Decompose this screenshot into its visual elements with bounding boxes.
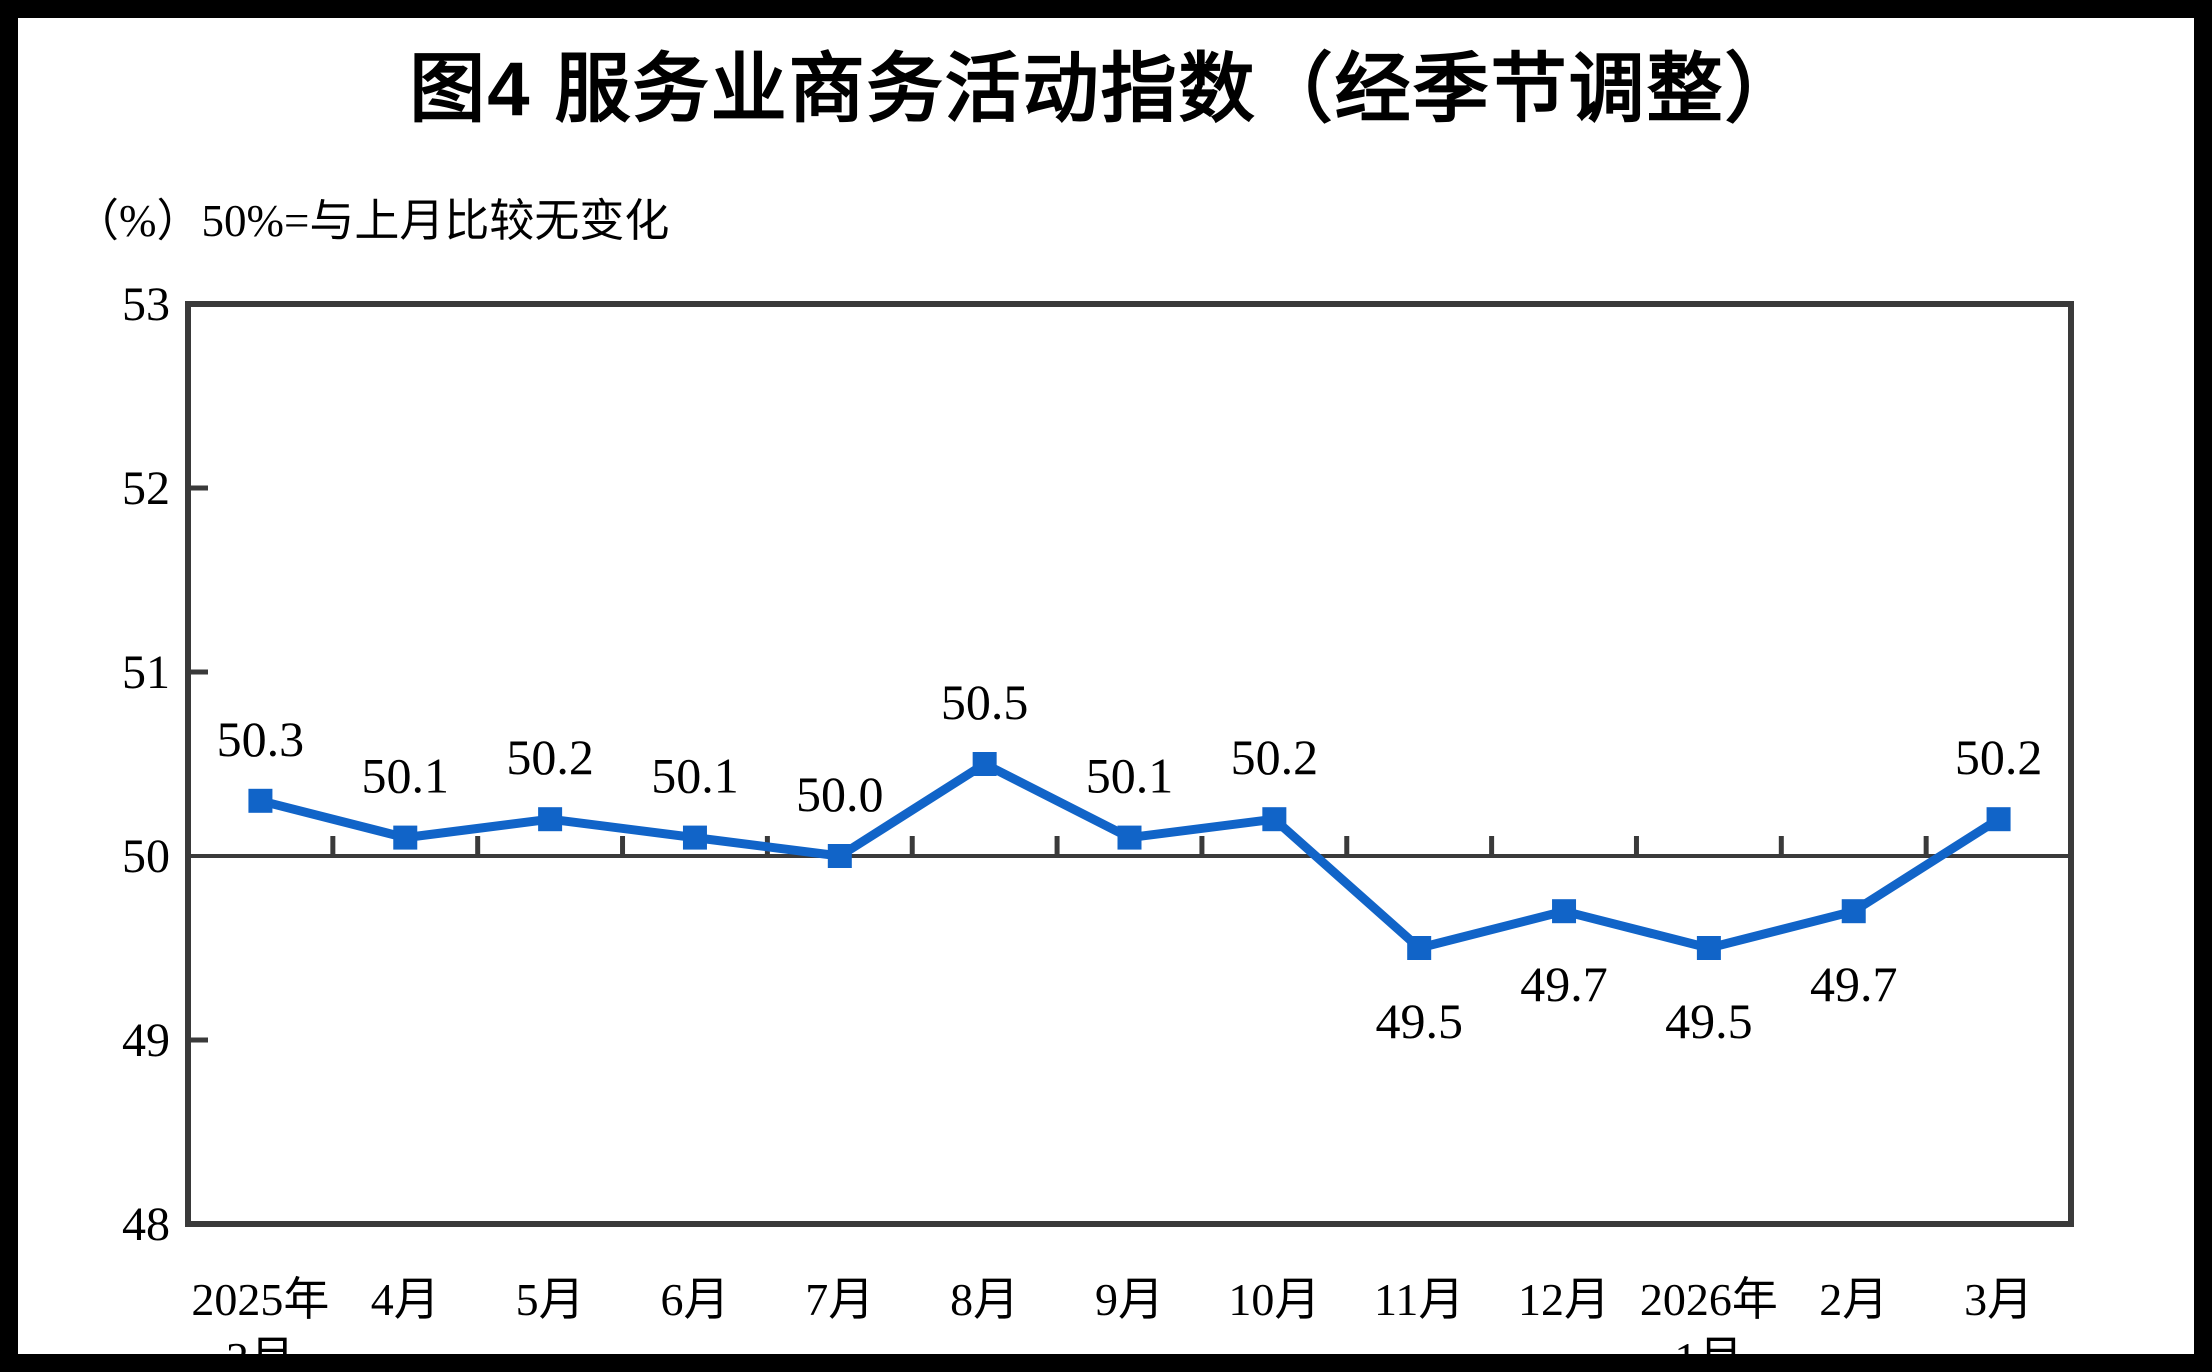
data-point-marker <box>1696 936 1721 960</box>
data-point-marker <box>538 807 563 832</box>
data-label: 50.5 <box>941 674 1029 730</box>
y-axis-label: 49 <box>122 1014 170 1067</box>
line-chart: 48 49 50 51 52 53 2025年 3月 4月 5月 6月 7月 8月 9月 10月 11月 12月… <box>122 278 2074 1372</box>
x-axis-label: 10月 <box>1228 1274 1320 1325</box>
data-point-marker <box>1407 936 1432 960</box>
data-point-marker <box>248 788 273 813</box>
data-point-marker <box>1117 825 1142 850</box>
x-axis-label: 3月 <box>226 1333 295 1372</box>
x-axis-label: 3月 <box>1964 1274 2033 1325</box>
x-axis-label: 5月 <box>516 1274 585 1325</box>
data-label: 49.7 <box>1520 956 1608 1012</box>
data-point-marker <box>682 825 707 850</box>
plot-border <box>185 301 2074 1227</box>
x-axis-label: 6月 <box>660 1274 729 1325</box>
x-axis-label: 1月 <box>1674 1333 1743 1372</box>
x-axis-label: 2025年 <box>191 1274 329 1325</box>
x-axis-label: 2026年 <box>1640 1274 1778 1325</box>
data-label: 50.1 <box>1086 748 1174 804</box>
data-point-marker <box>1841 899 1866 924</box>
y-axis-label: 50 <box>122 830 170 883</box>
data-label: 49.7 <box>1810 956 1898 1012</box>
data-point-marker <box>1262 807 1287 832</box>
x-axis-label: 4月 <box>371 1274 440 1325</box>
data-label: 50.1 <box>651 748 739 804</box>
data-label: 50.2 <box>1231 729 1319 785</box>
data-label: 50.3 <box>217 711 305 767</box>
data-point-marker <box>393 825 418 850</box>
data-label: 50.1 <box>362 748 450 804</box>
data-label: 49.5 <box>1375 993 1463 1049</box>
y-axis-label: 53 <box>122 278 170 331</box>
data-label: 50.2 <box>1955 729 2043 785</box>
x-axis-label: 7月 <box>805 1274 874 1325</box>
data-point-marker <box>1986 807 2011 832</box>
data-point-marker <box>827 844 852 868</box>
x-axis-label: 2月 <box>1819 1274 1888 1325</box>
chart-title: 图4 服务业商务活动指数（经季节调整） <box>409 47 1803 132</box>
x-axis-label: 12月 <box>1518 1274 1610 1325</box>
x-axis-label: 8月 <box>950 1274 1019 1325</box>
data-label: 50.2 <box>506 729 594 785</box>
data-label: 49.5 <box>1665 993 1753 1049</box>
data-label: 50.0 <box>796 766 884 822</box>
y-axis-label: 48 <box>122 1198 170 1251</box>
axis-unit-note: （%）50%=与上月比较无变化 <box>74 196 670 246</box>
y-axis-label: 52 <box>122 462 170 515</box>
x-axis-label: 9月 <box>1095 1274 1164 1325</box>
y-axis-label: 51 <box>122 646 170 699</box>
x-axis-label: 11月 <box>1374 1274 1464 1325</box>
data-point-marker <box>1552 899 1577 924</box>
data-point-marker <box>972 752 997 776</box>
